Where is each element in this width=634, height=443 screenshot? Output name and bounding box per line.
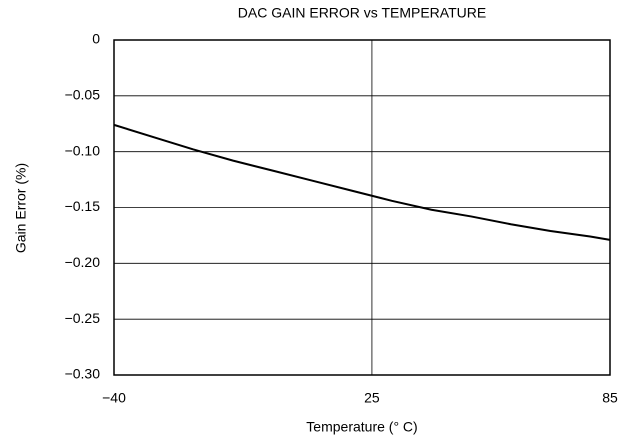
y-tick-label: −0.15 <box>65 198 101 214</box>
x-axis-label: Temperature (° C) <box>306 419 417 435</box>
y-tick-label: −0.30 <box>65 366 101 382</box>
y-tick-label: −0.10 <box>65 142 101 158</box>
y-tick-label: 0 <box>92 31 100 47</box>
y-tick-label: −0.20 <box>65 254 101 270</box>
chart-title: DAC GAIN ERROR vs TEMPERATURE <box>238 5 486 21</box>
y-axis-label: Gain Error (%) <box>13 163 29 253</box>
data-line <box>113 123 611 241</box>
x-tick-label: −40 <box>102 390 126 406</box>
y-tick-label: −0.25 <box>65 310 101 326</box>
x-tick-label: 85 <box>602 390 618 406</box>
y-tick-label: −0.05 <box>65 87 101 103</box>
x-tick-label: 25 <box>364 390 380 406</box>
